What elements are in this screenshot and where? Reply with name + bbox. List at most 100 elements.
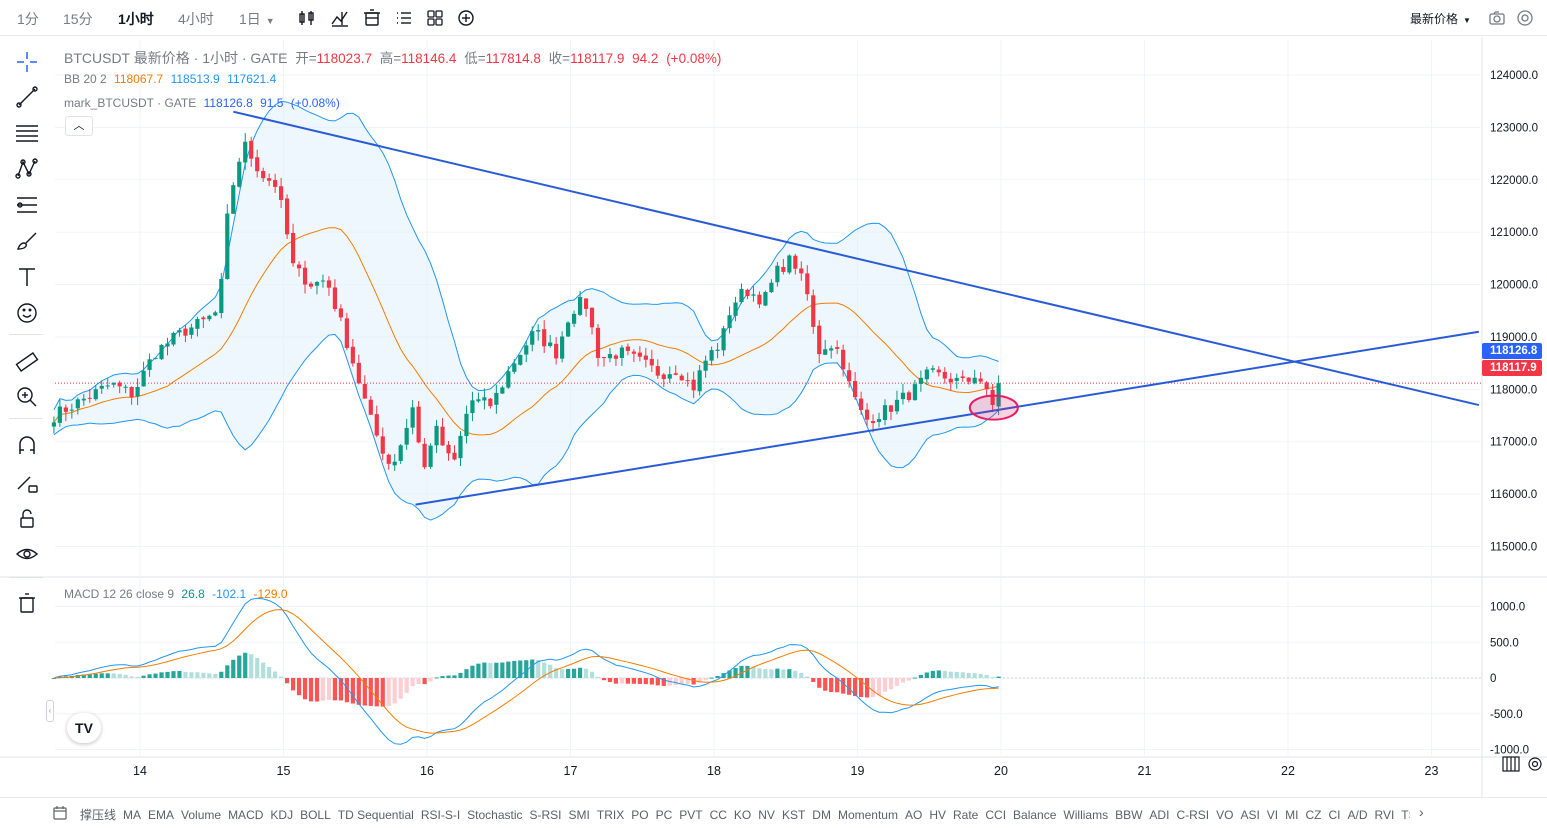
trendline-icon[interactable] [14, 84, 40, 110]
macd-histogram-bar [577, 667, 583, 678]
collapse-legend-button[interactable]: ︿ [65, 116, 93, 136]
mark-price-legend[interactable]: mark_BTCUSDT · GATE 118126.8 91.5 (+0.08… [64, 96, 344, 110]
indicator-item[interactable]: NV [758, 808, 775, 822]
indicator-item[interactable]: S-RSI [529, 808, 562, 822]
trash-icon[interactable] [362, 8, 382, 28]
timeframe-4h[interactable]: 4小时 [178, 11, 214, 27]
candle-body [380, 436, 385, 454]
tradingview-logo[interactable]: TV [67, 713, 101, 743]
bollinger-legend[interactable]: BB 20 2 118067.7 118513.9 117621.4 [64, 72, 280, 86]
indicator-item[interactable]: TRIX [596, 808, 625, 822]
indicator-item[interactable]: KO [733, 808, 752, 822]
indicator-item[interactable]: BOLL [300, 808, 331, 822]
indicator-item[interactable]: KST [781, 808, 806, 822]
lock-icon[interactable] [14, 506, 40, 532]
indicator-item[interactable]: Rate [953, 808, 979, 822]
candle-body [966, 377, 971, 382]
price-type-dropdown[interactable]: 最新价格 ▼ [1410, 10, 1471, 27]
timeframe-1h[interactable]: 1小时 [118, 11, 154, 27]
timeframe-1m[interactable]: 1分 [17, 11, 39, 27]
trash-icon[interactable] [14, 590, 40, 616]
indicator-item[interactable]: HV [929, 808, 946, 822]
indicator-item[interactable]: CC [709, 808, 727, 822]
candle-body [757, 294, 762, 305]
indicator-item[interactable]: Volume [181, 808, 222, 822]
indicator-item[interactable]: VI [1266, 808, 1279, 822]
indicator-item[interactable]: SMI [568, 808, 590, 822]
indicator-item[interactable]: TD Sequential [337, 808, 414, 822]
indicator-item[interactable]: 撑压线 [80, 808, 117, 822]
indicator-item[interactable]: CZ [1305, 808, 1322, 822]
indicator-item[interactable]: Balance [1013, 808, 1057, 822]
symbol-title[interactable]: BTCUSDT 最新价格 · 1小时 · GATE [64, 50, 288, 66]
chevron-right-icon[interactable]: › [1419, 804, 1424, 820]
indicator-item[interactable]: RVI [1374, 808, 1395, 822]
horizontal-lines-icon[interactable] [14, 120, 40, 146]
indicator-item[interactable]: CI [1328, 808, 1341, 822]
chevron-down-icon: ▼ [1463, 16, 1471, 25]
candle-body [332, 287, 338, 309]
time-axis[interactable]: 14 15 16 17 18 19 20 21 22 23 [133, 764, 1438, 778]
brush-icon[interactable] [14, 228, 40, 254]
candle-body [990, 389, 995, 405]
indicator-item[interactable]: MA [123, 808, 142, 822]
indicator-item[interactable]: ADI [1149, 808, 1170, 822]
indicator-item[interactable]: C-RSI [1176, 808, 1210, 822]
list-icon[interactable] [394, 8, 414, 28]
indicator-item[interactable]: PC [655, 808, 673, 822]
zoom-in-icon[interactable] [14, 384, 40, 410]
add-circle-icon[interactable] [456, 8, 476, 28]
candle-body [996, 383, 1001, 407]
trendlines[interactable] [233, 110, 1480, 506]
eye-icon[interactable] [14, 541, 40, 567]
macd-histogram-bar [697, 678, 702, 683]
indicator-item[interactable]: TSI [1401, 808, 1410, 822]
indicator-item[interactable]: Momentum [837, 808, 898, 822]
indicator-item[interactable]: PVT [679, 808, 703, 822]
indicator-item[interactable]: VO [1216, 808, 1234, 822]
indicator-item[interactable]: DM [812, 808, 831, 822]
timeframe-15m[interactable]: 15分 [63, 11, 93, 27]
price-axis[interactable]: 124000.0 123000.0 122000.0 121000.0 120000.0… [1490, 70, 1538, 554]
indicator-item[interactable]: A/D [1347, 808, 1368, 822]
magnet-icon[interactable] [14, 433, 40, 459]
candle-body [864, 409, 870, 420]
lower-trendline[interactable] [415, 330, 1480, 506]
upper-trendline[interactable] [233, 110, 1480, 407]
layout-icon[interactable] [425, 8, 445, 28]
pattern-icon[interactable] [14, 156, 40, 182]
camera-icon[interactable] [1487, 8, 1507, 28]
indicator-item[interactable]: AO [904, 808, 923, 822]
calendar-icon[interactable] [52, 805, 68, 821]
settings-icon[interactable] [1515, 8, 1535, 28]
indicator-item[interactable]: Stochastic [467, 808, 523, 822]
indicator-item[interactable]: BBW [1115, 808, 1143, 822]
macd-legend[interactable]: MACD 12 26 close 9 26.8 -102.1 -129.0 [64, 587, 292, 601]
indicator-item[interactable]: Williams [1063, 808, 1109, 822]
indicator-item[interactable]: MACD [228, 808, 264, 822]
text-icon[interactable] [14, 264, 40, 290]
indicators-icon[interactable] [330, 8, 350, 28]
indicator-item[interactable]: ASI [1240, 808, 1260, 822]
auto-scale-icon[interactable] [1502, 756, 1520, 772]
indicator-item[interactable]: EMA [148, 808, 175, 822]
lock-draw-icon[interactable] [14, 470, 40, 496]
fib-icon[interactable] [14, 192, 40, 218]
ruler-icon[interactable] [14, 349, 40, 375]
macd-histogram-bar [775, 668, 780, 678]
emoji-icon[interactable] [14, 300, 40, 326]
macd-axis[interactable]: 1000.0 500.0 0 -500.0 -1000.0 [1490, 602, 1529, 757]
pane-collapse-handle[interactable]: ‹ [46, 700, 54, 722]
chart-settings-icon[interactable] [1527, 756, 1543, 772]
highlight-ellipse[interactable] [968, 394, 1019, 421]
chart-canvas[interactable]: 124000.0 123000.0 122000.0 121000.0 120000.0… [0, 0, 1547, 797]
timeframe-1d[interactable]: 1日 ▼ [239, 9, 275, 29]
crosshair-icon[interactable] [14, 49, 40, 75]
indicator-item[interactable]: PO [631, 808, 649, 822]
last-price-tag: 118117.9 [1482, 360, 1542, 376]
candle-type-icon[interactable] [297, 8, 317, 28]
indicator-item[interactable]: RSI-S-I [420, 808, 461, 822]
indicator-item[interactable]: CCI [985, 808, 1007, 822]
indicator-item[interactable]: KDJ [270, 808, 294, 822]
indicator-item[interactable]: MI [1285, 808, 1299, 822]
